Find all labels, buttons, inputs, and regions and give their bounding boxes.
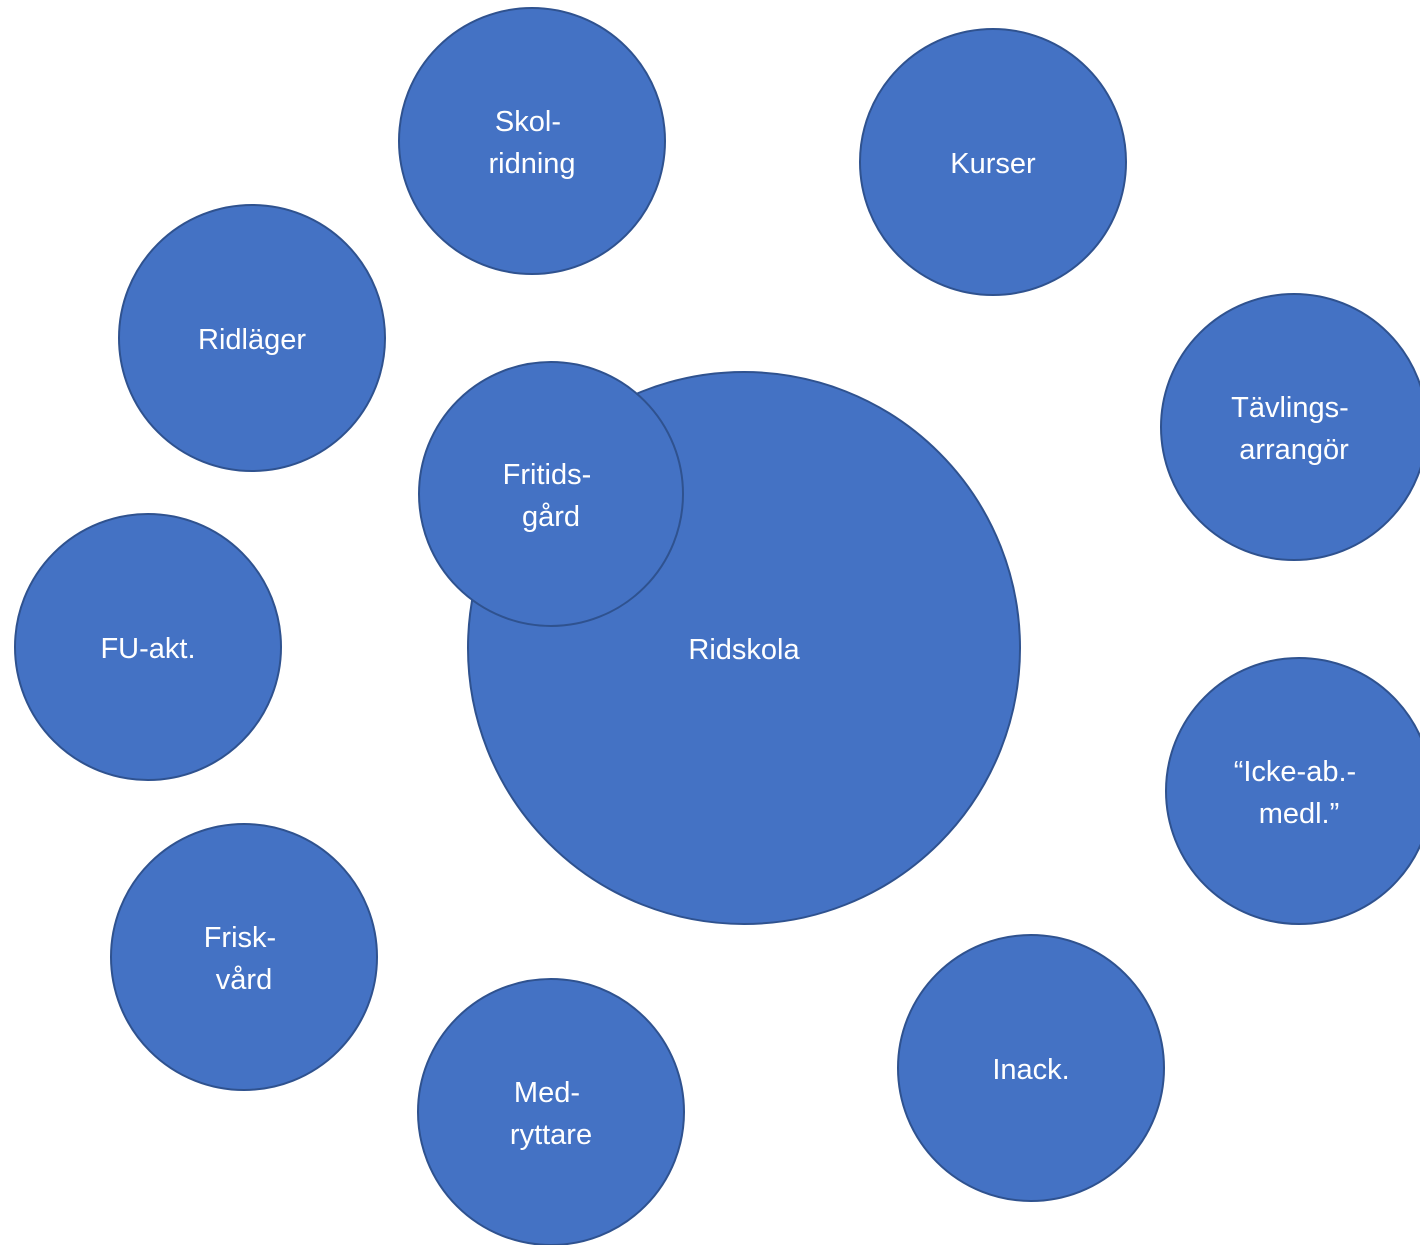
node-kurser-label-line: Kurser <box>950 148 1036 180</box>
node-inack-label: Inack. <box>992 1054 1069 1086</box>
node-skolridning: Skol- ridning <box>398 7 666 275</box>
node-inack-label-line: Inack. <box>992 1054 1069 1086</box>
node-icke-ab-medl-label: “Icke-ab.- medl.” <box>1234 756 1365 830</box>
node-medryttare-circle <box>417 978 685 1245</box>
node-ridlager-label: Ridläger <box>198 324 306 356</box>
node-skolridning-label-line-2: ridning <box>488 148 575 180</box>
node-ridlager: Ridläger <box>118 204 386 472</box>
node-friskvard-circle <box>110 823 378 1091</box>
node-friskvard-label-line-1: Frisk- <box>204 922 276 954</box>
node-friskvard-label: Frisk- vård <box>204 922 285 996</box>
node-medryttare: Med- ryttare <box>417 978 685 1245</box>
node-tavlingsarrangor: Tävlings- arrangör <box>1160 293 1420 561</box>
node-inack-circle <box>897 934 1165 1202</box>
node-medryttare-label-line-2: ryttare <box>510 1119 592 1151</box>
node-fu-akt-label: FU-akt. <box>100 633 195 665</box>
node-ridlager-circle <box>118 204 386 472</box>
node-friskvard-label-line-2: vård <box>216 964 272 996</box>
node-fritidsgard-label-line-1: Fritids- <box>503 459 592 491</box>
node-medryttare-label: Med- ryttare <box>510 1077 592 1151</box>
node-fritidsgard: Fritids- gård <box>418 361 684 627</box>
node-ridskola-label: Ridskola <box>688 634 800 666</box>
node-inack: Inack. <box>897 934 1165 1202</box>
node-fu-akt-circle <box>14 513 282 781</box>
node-tavlingsarrangor-circle <box>1160 293 1420 561</box>
node-icke-ab-medl-label-line-1: “Icke-ab.- <box>1234 756 1356 788</box>
node-icke-ab-medl-label-line-2: medl.” <box>1259 798 1340 830</box>
node-tavlingsarrangor-label-line-2: arrangör <box>1239 434 1349 466</box>
node-fritidsgard-label: Fritids- gård <box>503 459 600 533</box>
node-fritidsgard-circle <box>418 361 684 627</box>
node-tavlingsarrangor-label-line-1: Tävlings- <box>1231 392 1349 424</box>
node-icke-ab-medl: “Icke-ab.- medl.” <box>1165 657 1420 925</box>
node-friskvard: Frisk- vård <box>110 823 378 1091</box>
node-icke-ab-medl-circle <box>1165 657 1420 925</box>
node-kurser-circle <box>859 28 1127 296</box>
node-tavlingsarrangor-label: Tävlings- arrangör <box>1231 392 1357 466</box>
node-ridlager-label-line: Ridläger <box>198 324 306 356</box>
node-ridskola-label-line: Ridskola <box>688 634 800 666</box>
node-skolridning-circle <box>398 7 666 275</box>
node-fu-akt-label-line: FU-akt. <box>100 633 195 665</box>
node-skolridning-label: Skol- ridning <box>488 106 575 180</box>
node-kurser-label: Kurser <box>950 148 1036 180</box>
node-fu-akt: FU-akt. <box>14 513 282 781</box>
node-kurser: Kurser <box>859 28 1127 296</box>
node-medryttare-label-line-1: Med- <box>514 1077 580 1109</box>
node-fritidsgard-label-line-2: gård <box>522 501 580 533</box>
node-skolridning-label-line-1: Skol- <box>495 106 561 138</box>
